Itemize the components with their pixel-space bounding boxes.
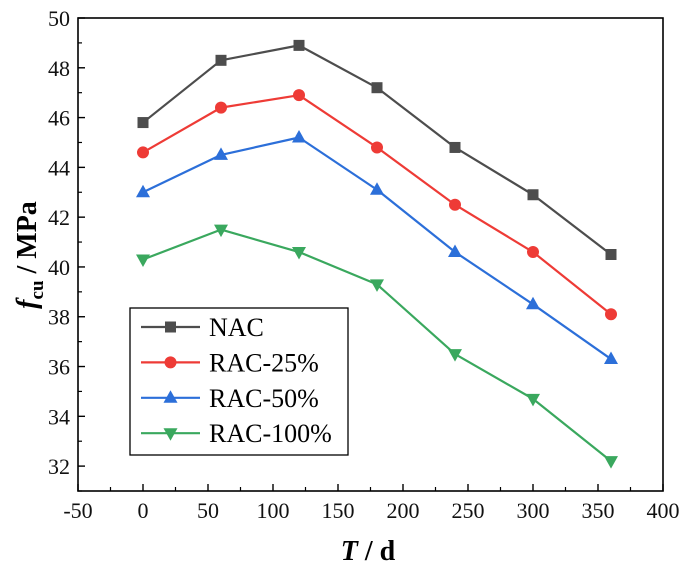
data-point-rac-50 (526, 296, 540, 310)
x-tick-label: 400 (647, 498, 680, 523)
data-point-rac-25 (293, 89, 305, 102)
data-point-rac-25 (605, 308, 617, 321)
x-axis-symbol: T (341, 536, 360, 567)
x-tick-label: 50 (197, 498, 219, 523)
data-point-rac-50 (214, 147, 228, 160)
data-point-rac-25 (449, 198, 461, 211)
legend-label-rac-50: RAC-50% (209, 384, 319, 413)
data-point-nac (215, 54, 227, 66)
data-point-nac (527, 189, 539, 201)
data-point-nac (449, 141, 461, 153)
data-point-nac (605, 249, 617, 260)
x-tick-label: 350 (582, 498, 615, 523)
x-tick-label: 100 (257, 498, 290, 523)
legend-marker-rac-25 (164, 356, 177, 369)
data-point-nac (371, 82, 383, 94)
x-tick-label: -50 (63, 498, 92, 523)
y-tick-label: 42 (48, 205, 70, 230)
data-point-rac-25 (527, 246, 539, 259)
data-point-rac-100 (214, 224, 228, 238)
y-tick-label: 50 (48, 6, 70, 31)
legend-entry-rac-50: RAC-50% (141, 384, 319, 413)
legend-entry-rac-100: RAC-100% (141, 419, 332, 448)
data-point-rac-50 (292, 129, 306, 143)
data-point-rac-50 (136, 184, 150, 198)
x-axis-unit: / d (358, 536, 396, 567)
legend-marker-rac-100 (163, 428, 178, 441)
data-point-nac (293, 39, 305, 51)
data-point-rac-100 (526, 393, 540, 407)
y-axis-unit: / MPa (12, 201, 43, 280)
data-point-rac-100 (604, 456, 618, 469)
legend-label-rac-100: RAC-100% (209, 419, 332, 448)
legend-label-nac: NAC (209, 313, 264, 342)
x-tick-label: 300 (517, 498, 550, 523)
y-tick-label: 48 (48, 56, 70, 81)
data-point-rac-100 (448, 349, 462, 362)
y-axis-subscript: cu (27, 280, 48, 299)
y-tick-label: 36 (48, 355, 70, 380)
data-point-rac-25 (137, 146, 149, 159)
data-point-nac (137, 117, 149, 129)
y-tick-label: 44 (48, 155, 70, 180)
legend-entry-nac: NAC (141, 313, 264, 342)
series-layer (136, 39, 618, 469)
legend-label-rac-25: RAC-25% (209, 348, 319, 377)
data-point-rac-100 (136, 254, 150, 267)
series-nac (137, 39, 617, 260)
series-rac-100 (136, 224, 618, 469)
data-point-rac-50 (604, 351, 618, 365)
data-point-rac-25 (215, 101, 227, 114)
data-point-rac-100 (292, 247, 306, 260)
axes: -50 0 50 100 150 200 250 300 350 400 32 34 36 38 40 42 4… (48, 6, 680, 523)
data-point-rac-25 (371, 141, 383, 154)
series-rac-25 (137, 89, 617, 321)
x-tick-label: 150 (322, 498, 355, 523)
data-point-rac-50 (370, 182, 384, 195)
y-axis-title: fcu / MPa (12, 201, 48, 309)
x-tick-label: 250 (452, 498, 485, 523)
x-tick-label: 200 (387, 498, 420, 523)
legend-entry-rac-25: RAC-25% (141, 348, 319, 377)
y-tick-label: 46 (48, 106, 70, 131)
y-tick-label: 32 (48, 454, 70, 479)
y-tick-label: 40 (48, 255, 70, 280)
y-axis-symbol: f (12, 297, 43, 309)
data-point-rac-100 (370, 279, 384, 292)
x-tick-label: 0 (138, 498, 149, 523)
y-tick-label: 34 (48, 404, 70, 429)
legend-marker-rac-50 (163, 390, 178, 403)
data-point-rac-50 (448, 244, 462, 258)
y-tick-label: 38 (48, 305, 70, 330)
legend-marker-nac (165, 321, 176, 333)
x-axis-title: T / d (341, 536, 396, 567)
series-rac-50 (136, 129, 618, 365)
legend: NAC RAC-25% RAC-50% RAC-100% (129, 307, 349, 456)
